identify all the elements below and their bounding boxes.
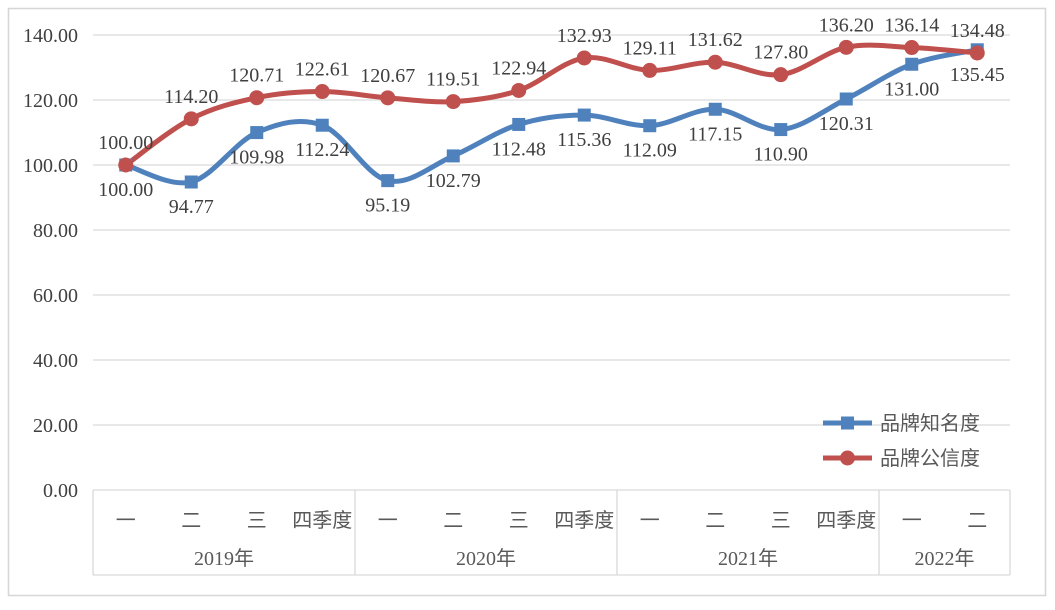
data-label: 112.48 [492,138,546,160]
data-point-marker [642,62,658,78]
data-label: 115.36 [557,129,611,151]
quarter-label: 三 [771,510,791,532]
data-point-marker [905,57,919,71]
y-axis-tick-label: 0.00 [43,480,78,502]
data-point-marker [707,54,723,70]
data-label: 122.61 [295,59,350,81]
series-markers-1 [118,39,985,173]
data-label: 119.51 [426,69,480,91]
quarter-label: 二 [181,510,201,532]
data-point-marker [446,149,460,163]
data-label: 100.00 [98,132,153,154]
series-data-labels-1: 100.00 114.20 120.71 122.61 120.67 119.51 122.… [98,14,1005,154]
data-label: 114.20 [164,86,218,108]
data-point-marker [773,67,789,83]
data-label: 94.77 [169,196,214,218]
quarter-labels: 一 二 三 四季度 一 二 三 四季度 一 二 三 四季度 一 二 [116,509,988,532]
data-label: 112.09 [623,140,677,162]
legend-item-1: 品牌公信度 [823,447,980,470]
legend-item-0: 品牌知名度 [823,412,980,435]
y-axis-tick-label: 80.00 [33,220,78,242]
data-point-marker [643,119,657,133]
y-axis-tick-label: 60.00 [33,285,78,307]
quarter-label: 四季度 [554,509,614,532]
data-label: 110.90 [754,144,808,166]
data-point-marker [314,84,330,100]
data-point-marker [708,102,722,116]
quarter-label: 三 [247,510,267,532]
data-point-marker [904,40,920,56]
data-point-marker [249,90,265,106]
legend-marker-circle [840,450,855,466]
year-labels: 2019年 2020年 2021年 2022年 [194,547,975,570]
y-axis-tick-label: 120.00 [23,90,78,112]
data-label: 100.00 [98,179,153,201]
data-label: 132.93 [557,25,612,47]
data-label: 131.00 [884,78,939,100]
data-point-marker [315,118,329,132]
data-point-marker [511,82,527,98]
data-label: 109.98 [229,147,284,169]
year-label: 2020年 [456,547,516,570]
series-data-labels-0: 100.00 94.77 109.98 112.24 95.19 102.79 112.48… [98,64,1005,218]
data-point-marker [183,111,199,127]
data-label: 117.15 [688,123,742,145]
data-point-marker [445,94,461,110]
year-label: 2022年 [915,547,975,570]
data-point-marker [577,108,591,122]
data-point-marker [250,126,264,140]
data-point-marker [838,39,854,55]
quarter-label: 一 [902,510,922,532]
quarter-label: 二 [705,510,725,532]
quarter-label: 三 [509,510,529,532]
data-label: 95.19 [365,195,410,217]
data-point-marker [839,92,853,106]
data-point-marker [774,123,788,137]
legend-label: 品牌知名度 [880,412,980,435]
y-axis-labels: 0.00 20.00 40.00 60.00 80.00 100.00 120.00 140.… [23,25,78,502]
y-axis-tick-label: 100.00 [23,155,78,177]
data-label: 127.80 [753,42,808,64]
data-label: 120.71 [229,65,284,87]
quarter-label: 四季度 [292,509,352,532]
data-label: 102.79 [426,170,481,192]
quarter-label: 四季度 [816,509,876,532]
year-label: 2019年 [194,547,254,570]
data-label: 112.24 [295,139,349,161]
legend-marker-square [841,416,854,430]
data-point-marker [184,175,198,189]
y-axis-tick-label: 140.00 [23,25,78,47]
data-label: 129.11 [623,37,677,59]
data-label: 136.14 [884,15,939,37]
year-label: 2021年 [718,547,778,570]
data-point-marker [576,50,592,66]
data-label: 131.62 [688,29,743,51]
quarter-label: 一 [116,510,136,532]
x-axis-table: 一 二 三 四季度 一 二 三 四季度 一 二 三 四季度 一 二 2019年 2020年 2021年 2022年 [92,490,1011,576]
data-label: 136.20 [819,14,874,36]
data-label: 135.45 [950,64,1005,86]
legend-label: 品牌公信度 [880,447,980,470]
data-label: 120.31 [819,113,874,135]
y-axis-tick-label: 40.00 [33,350,78,372]
chart-border [7,7,1047,597]
y-axis-tick-label: 20.00 [33,415,78,437]
data-point-marker [118,157,134,173]
quarter-label: 一 [640,510,660,532]
data-label: 122.94 [491,57,546,79]
data-point-marker [969,45,985,61]
quarter-label: 一 [378,510,398,532]
quarter-label: 二 [443,510,463,532]
data-point-marker [512,117,526,131]
data-point-marker [380,90,396,106]
quarter-label: 二 [967,510,987,532]
data-point-marker [381,174,395,188]
data-label: 134.48 [950,20,1005,42]
data-label: 120.67 [360,65,415,87]
